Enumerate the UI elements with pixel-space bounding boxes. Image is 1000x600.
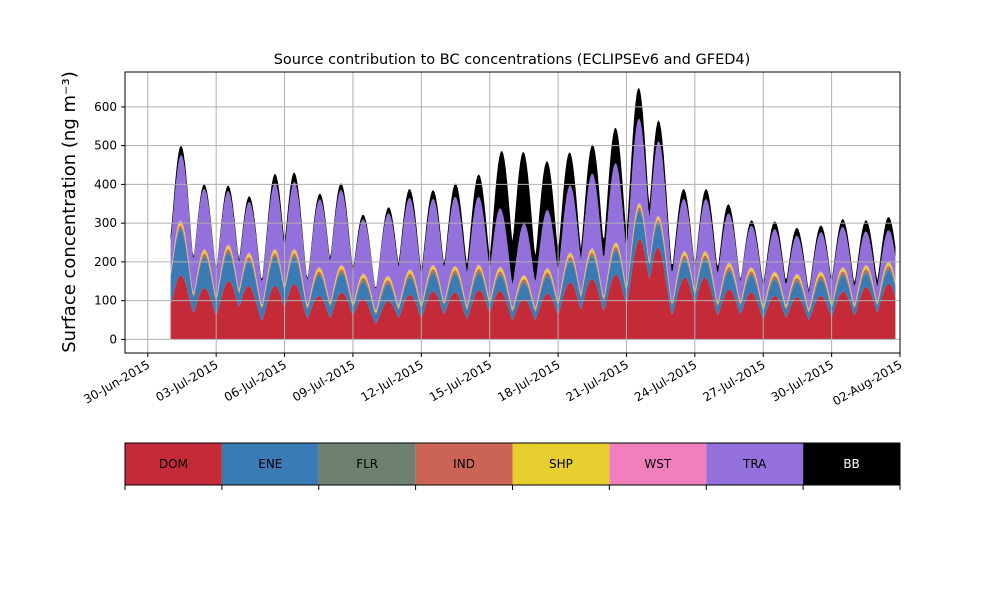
legend-swatch-ind [415,443,513,485]
x-tick-label: 09-Jul-2015 [290,357,357,404]
legend-swatch-bb [803,443,900,485]
legend-label-ind: IND [453,457,475,471]
legend-label-wst: WST [644,457,671,471]
area-series-bb [170,88,896,294]
legend-label-ene: ENE [258,457,282,471]
x-tick-label: 21-Jul-2015 [564,357,631,404]
y-tick-label: 500 [94,139,117,153]
y-tick-label: 600 [94,100,117,114]
legend-swatch-ene [221,443,319,485]
grid-lines [125,72,901,353]
legend-label-shp: SHP [549,457,573,471]
area-series-ene [170,211,896,324]
legend-label-flr: FLR [356,457,378,471]
legend-swatch-dom [125,443,222,485]
x-tick-label: 18-Jul-2015 [495,357,562,404]
legend-swatch-flr [318,443,416,485]
x-tick-label: 12-Jul-2015 [359,357,426,404]
x-tick-label: 15-Jul-2015 [427,357,494,404]
x-tick-label: 03-Jul-2015 [153,357,220,404]
x-axis-ticks: 30-Jun-2015 03-Jul-2015 06-Jul-2015 09-Jul-… [81,353,905,408]
legend-label-dom: DOM [159,457,188,471]
y-tick-label: 400 [94,177,117,191]
y-tick-label: 200 [94,255,117,269]
y-tick-label: 0 [109,332,117,346]
legend-label-bb: BB [843,457,859,471]
legend-swatch-shp [512,443,610,485]
x-tick-label: 30-Jul-2015 [769,357,836,404]
area-series-dom [170,239,896,340]
x-tick-label: 02-Aug-2015 [830,357,904,408]
source-colorbar-legend: DOM ENE FLR IND SHP WST TRA BB [124,442,901,490]
x-tick-label: 30-Jun-2015 [81,357,152,406]
legend-label-tra: TRA [742,457,767,471]
y-axis-ticks: 0 100 200 300 400 500 600 [94,100,125,346]
y-tick-label: 300 [94,216,117,230]
x-tick-label: 24-Jul-2015 [632,357,699,404]
legend-swatch-wst [609,443,707,485]
y-axis-label: Surface concentration (ng m⁻³) [59,71,80,353]
x-tick-label: 06-Jul-2015 [222,357,289,404]
stacked-areas [170,88,896,340]
x-tick-label: 27-Jul-2015 [700,357,767,404]
chart-title: Source contribution to BC concentrations… [274,52,751,68]
y-tick-label: 100 [94,294,117,308]
legend-swatch-tra [706,443,804,485]
plot-frame [124,71,901,354]
